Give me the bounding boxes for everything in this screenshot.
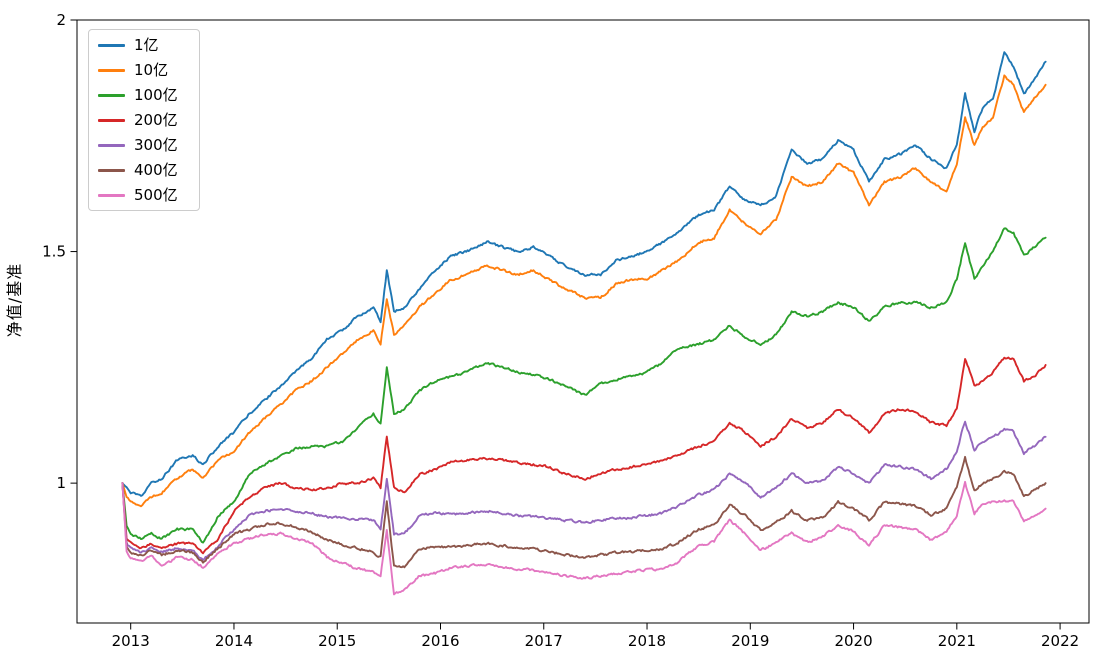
x-tick-label: 2018 <box>628 632 666 650</box>
legend-line-swatch <box>98 93 125 97</box>
series-line-5 <box>121 455 1047 569</box>
x-tick-label: 2017 <box>525 632 563 650</box>
legend-label: 200亿 <box>134 110 178 129</box>
x-tick-label: 2022 <box>1041 632 1079 650</box>
series-line-0 <box>121 51 1047 497</box>
y-tick-label: 1 <box>56 474 66 492</box>
x-tick-label: 2013 <box>112 632 150 650</box>
series-line-3 <box>121 356 1047 555</box>
legend-line-swatch <box>98 43 125 47</box>
y-tick-label: 1.5 <box>42 243 66 261</box>
legend-label: 100亿 <box>134 85 178 104</box>
legend-entry-1: 10亿 <box>89 58 199 82</box>
legend-entry-0: 1亿 <box>89 33 199 57</box>
legend-entry-3: 200亿 <box>89 108 199 132</box>
series-line-1 <box>121 74 1047 508</box>
legend-line-swatch <box>98 193 125 197</box>
legend-label: 400亿 <box>134 160 178 179</box>
legend-line-swatch <box>98 68 125 72</box>
x-tick-label: 2015 <box>318 632 356 650</box>
x-tick-label: 2016 <box>421 632 459 650</box>
series-line-6 <box>121 480 1047 596</box>
legend-label: 500亿 <box>134 185 178 204</box>
legend-line-swatch <box>98 168 125 172</box>
legend-label: 300亿 <box>134 135 178 154</box>
x-tick-label: 2020 <box>834 632 872 650</box>
legend-entry-4: 300亿 <box>89 133 199 157</box>
legend-label: 10亿 <box>134 60 169 79</box>
x-tick-label: 2019 <box>731 632 769 650</box>
series-line-2 <box>121 227 1047 544</box>
x-tick-label: 2014 <box>215 632 253 650</box>
y-tick-label: 2 <box>56 11 66 29</box>
legend-entry-6: 500亿 <box>89 183 199 207</box>
x-tick-label: 2021 <box>938 632 976 650</box>
legend: 1亿 10亿 100亿 200亿 300亿 400亿 500亿 <box>88 29 200 211</box>
legend-line-swatch <box>98 118 125 122</box>
series-line-4 <box>121 420 1047 561</box>
legend-line-swatch <box>98 143 125 147</box>
legend-entry-5: 400亿 <box>89 158 199 182</box>
legend-label: 1亿 <box>134 35 159 54</box>
legend-entry-2: 100亿 <box>89 83 199 107</box>
y-axis-label: 净值/基准 <box>5 262 24 338</box>
axes-frame <box>76 19 1090 624</box>
